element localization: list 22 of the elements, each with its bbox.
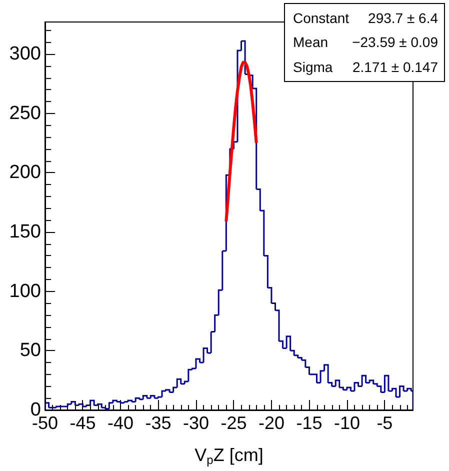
x-tick-label: -25 (220, 413, 247, 433)
y-tick-label: 100 (9, 280, 41, 302)
x-tick-label: -45 (70, 413, 96, 433)
x-tick-label: -20 (258, 413, 284, 433)
y-tick-label: 250 (9, 102, 41, 124)
annotation: −23.59 ± 0.09 (351, 34, 438, 50)
y-tick-label: 200 (9, 162, 41, 184)
x-tick-label: -15 (296, 413, 322, 433)
x-tick-label: -35 (145, 413, 172, 433)
y-tick-label: 150 (9, 222, 41, 243)
line-series (224, 60, 258, 223)
x-tick-label: -30 (182, 413, 209, 433)
annotation: Constant (293, 10, 350, 26)
x-tick-label: -40 (107, 413, 134, 433)
annotation: 293.7 ± 6.4 (367, 10, 438, 26)
annotation: Mean (293, 34, 330, 50)
x-tick-label: -5 (376, 413, 393, 433)
y-tick-label: 50 (20, 340, 41, 362)
annotation: 2.171 ± 0.147 (351, 58, 438, 75)
annotation: Sigma (293, 58, 334, 75)
x-tick-label: -10 (334, 413, 360, 433)
y-tick-label: 300 (9, 44, 41, 65)
